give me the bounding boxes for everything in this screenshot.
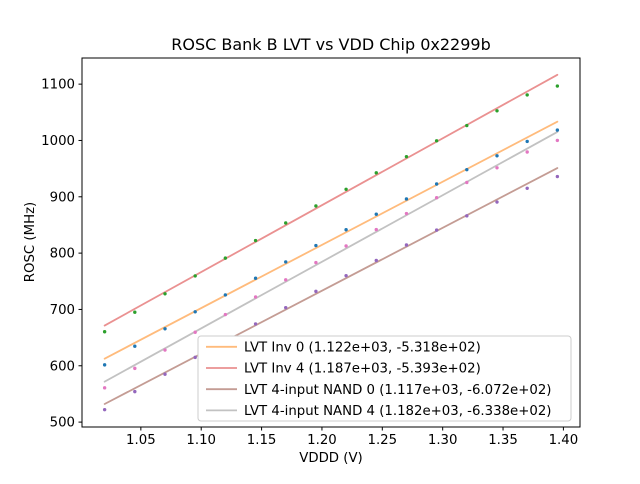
data-point — [404, 211, 409, 216]
data-point — [133, 366, 137, 371]
x-tick-label: 1.30 — [428, 433, 458, 448]
data-point — [555, 128, 560, 132]
axes-spines — [81, 57, 581, 428]
data-point — [223, 293, 228, 297]
data-point — [223, 312, 228, 317]
data-point — [465, 167, 469, 172]
y-tick-label: 500 — [50, 416, 75, 431]
data-point — [525, 93, 529, 97]
legend-box — [197, 335, 572, 422]
data-point — [374, 258, 378, 263]
data-point — [253, 238, 258, 243]
data-point — [163, 327, 167, 331]
data-point — [465, 123, 469, 128]
data-point — [404, 243, 409, 247]
data-point — [253, 295, 258, 299]
y-tick-label: 900 — [50, 190, 75, 205]
x-tick-label: 1.25 — [368, 433, 398, 448]
data-point — [374, 171, 378, 175]
data-point — [495, 200, 499, 204]
data-point — [555, 174, 560, 179]
data-point — [102, 330, 107, 334]
chart-title: ROSC Bank B LVT vs VDD Chip 0x2299b — [171, 35, 491, 54]
data-point — [314, 204, 318, 208]
fit-line-1 — [103, 73, 559, 327]
data-point — [344, 244, 348, 248]
data-point — [344, 228, 348, 232]
data-point — [495, 154, 499, 158]
data-point — [465, 214, 469, 218]
legend-label: LVT Inv 0 (1.122e+03, -5.318e+02) — [244, 341, 481, 356]
data-point — [193, 355, 197, 360]
data-point — [374, 227, 378, 232]
data-point — [193, 310, 197, 314]
data-point — [434, 228, 439, 232]
y-tick-label: 1100 — [41, 78, 75, 93]
x-tick-label: 1.05 — [126, 433, 156, 448]
data-point — [434, 139, 439, 143]
data-point — [314, 260, 318, 265]
data-point — [163, 292, 167, 296]
data-point — [163, 348, 167, 352]
data-point — [133, 344, 137, 348]
x-tick-label: 1.20 — [307, 433, 337, 448]
y-axis-label: ROSC (MHz) — [23, 202, 38, 282]
legend: LVT Inv 0 (1.122e+03, -5.318e+02) LVT Inv… — [197, 335, 572, 422]
legend-label: LVT 4-input NAND 0 (1.117e+03, -6.072e+0… — [244, 383, 551, 398]
legend-label: LVT Inv 4 (1.187e+03, -5.393e+02) — [244, 362, 481, 377]
data-point — [555, 138, 560, 143]
y-tick-label: 600 — [50, 359, 75, 374]
y-tick-label: 800 — [50, 247, 75, 262]
x-tick-label: 1.10 — [186, 433, 216, 448]
data-point — [284, 221, 288, 225]
data-point — [434, 195, 439, 200]
data-point — [284, 305, 288, 310]
x-tick-label: 1.35 — [488, 433, 518, 448]
x-tick-label: 1.40 — [549, 433, 579, 448]
fit-line-2 — [103, 167, 559, 405]
data-point — [495, 109, 499, 113]
y-tick-label: 700 — [50, 303, 75, 318]
data-point — [344, 187, 348, 191]
plot-area: 1.05 1.10 1.15 1.20 1.25 1.30 1.35 1.40 500 600 70… — [41, 57, 581, 448]
fit-line-0 — [103, 120, 559, 360]
data-point — [314, 289, 318, 294]
data-point — [102, 386, 107, 390]
x-tick-label: 1.15 — [247, 433, 277, 448]
data-point — [525, 186, 529, 190]
data-point — [133, 310, 137, 314]
data-point — [193, 274, 197, 278]
data-point — [404, 154, 409, 159]
x-axis-label: VDDD (V) — [299, 451, 363, 466]
data-point — [374, 212, 378, 216]
data-point — [223, 256, 228, 260]
data-point — [193, 330, 197, 334]
data-point — [525, 150, 529, 154]
data-point — [133, 389, 137, 394]
data-point — [284, 278, 288, 282]
data-point — [404, 197, 409, 201]
data-point — [344, 273, 348, 278]
data-point — [284, 260, 288, 264]
data-point — [434, 182, 439, 186]
fit-line-3 — [103, 131, 559, 383]
y-tick-label: 1000 — [41, 134, 75, 149]
legend-label: LVT 4-input NAND 4 (1.182e+03, -6.338e+0… — [244, 404, 551, 419]
data-point — [555, 84, 560, 88]
data-point — [465, 180, 469, 185]
data-point — [495, 166, 499, 170]
data-point — [314, 243, 318, 248]
data-point — [102, 407, 107, 412]
data-point — [525, 139, 529, 144]
data-point — [253, 322, 258, 326]
data-point — [102, 363, 107, 367]
data-point — [163, 372, 167, 376]
data-point — [253, 276, 258, 280]
